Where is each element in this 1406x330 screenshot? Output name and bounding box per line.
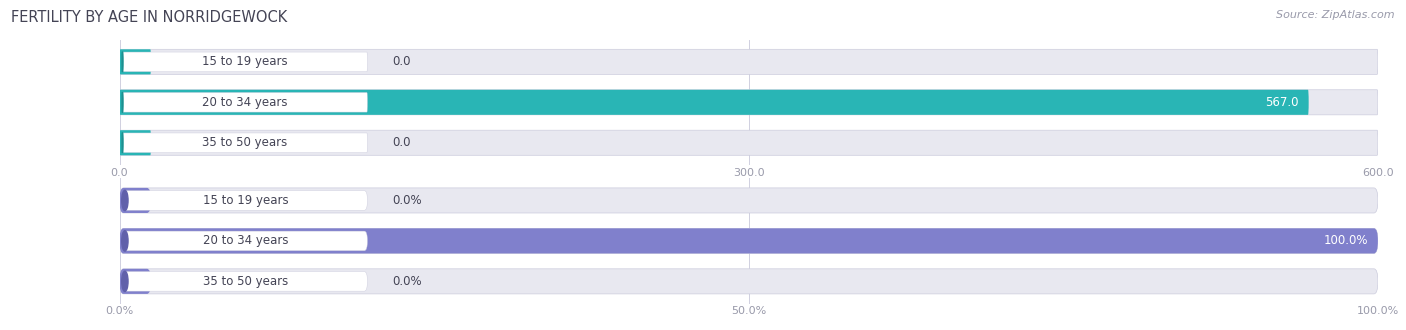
FancyBboxPatch shape xyxy=(122,272,367,291)
Text: 20 to 34 years: 20 to 34 years xyxy=(202,96,288,109)
Text: 15 to 19 years: 15 to 19 years xyxy=(202,55,288,68)
Text: FERTILITY BY AGE IN NORRIDGEWOCK: FERTILITY BY AGE IN NORRIDGEWOCK xyxy=(11,10,287,25)
Circle shape xyxy=(122,190,128,211)
FancyBboxPatch shape xyxy=(120,269,150,294)
FancyBboxPatch shape xyxy=(120,188,1378,213)
FancyBboxPatch shape xyxy=(120,90,1378,115)
Circle shape xyxy=(122,231,128,251)
FancyBboxPatch shape xyxy=(122,92,367,112)
Text: 0.0: 0.0 xyxy=(392,55,411,68)
Text: 0.0%: 0.0% xyxy=(392,275,422,288)
FancyBboxPatch shape xyxy=(120,228,1378,253)
Text: 100.0%: 100.0% xyxy=(1323,234,1368,248)
Text: 567.0: 567.0 xyxy=(1265,96,1299,109)
Text: Source: ZipAtlas.com: Source: ZipAtlas.com xyxy=(1277,10,1395,20)
FancyBboxPatch shape xyxy=(122,231,367,251)
Text: 0.0%: 0.0% xyxy=(392,194,422,207)
Text: 0.0: 0.0 xyxy=(392,136,411,149)
Text: 35 to 50 years: 35 to 50 years xyxy=(202,136,287,149)
FancyBboxPatch shape xyxy=(122,52,367,72)
Text: 20 to 34 years: 20 to 34 years xyxy=(202,234,288,248)
FancyBboxPatch shape xyxy=(122,133,367,152)
FancyBboxPatch shape xyxy=(120,49,150,74)
FancyBboxPatch shape xyxy=(120,130,150,155)
FancyBboxPatch shape xyxy=(120,49,1378,74)
FancyBboxPatch shape xyxy=(122,191,367,210)
Text: 15 to 19 years: 15 to 19 years xyxy=(202,194,288,207)
FancyBboxPatch shape xyxy=(120,228,1378,253)
FancyBboxPatch shape xyxy=(120,269,1378,294)
FancyBboxPatch shape xyxy=(120,188,150,213)
FancyBboxPatch shape xyxy=(120,90,1309,115)
FancyBboxPatch shape xyxy=(120,130,1378,155)
Circle shape xyxy=(122,271,128,291)
Text: 35 to 50 years: 35 to 50 years xyxy=(202,275,288,288)
